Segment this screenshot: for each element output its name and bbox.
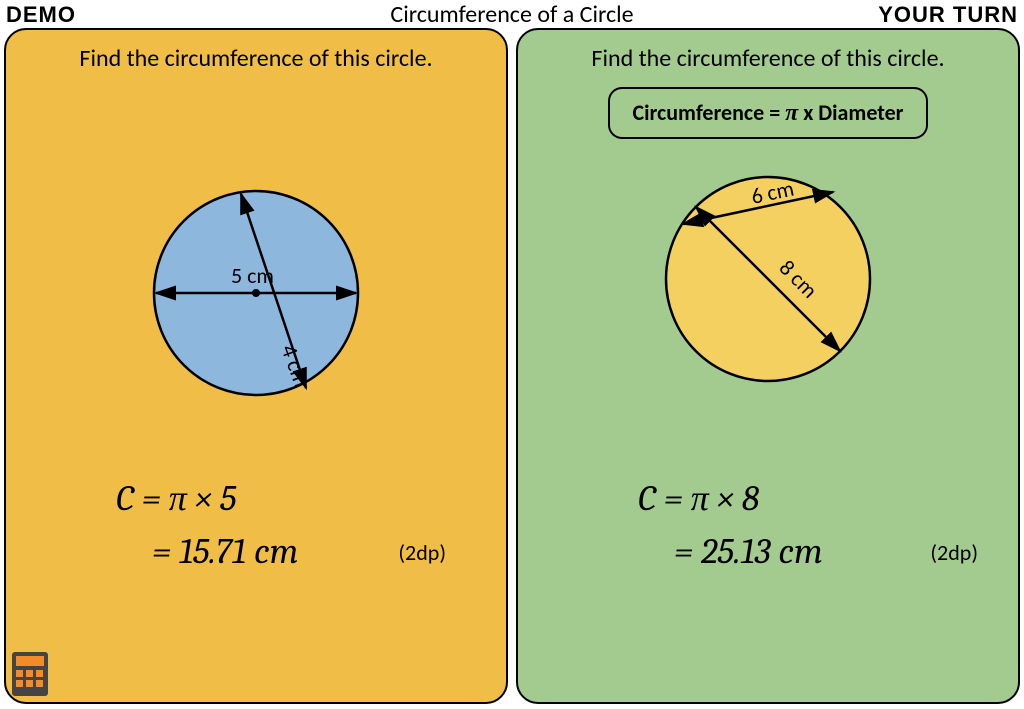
yourturn-eq-line1: C = π × 8 xyxy=(638,477,823,519)
formula-suffix: x Diameter xyxy=(798,99,903,126)
calculator-icon xyxy=(10,650,50,698)
header-bar: DEMO Circumference of a Circle YOUR TURN xyxy=(0,0,1024,28)
formula-box: Circumference = π x Diameter xyxy=(608,87,927,139)
demo-circle-diagram: 5 cm 4 cm xyxy=(146,183,366,403)
demo-diameter-label: 5 cm xyxy=(231,262,274,289)
demo-instruction: Find the circumference of this circle. xyxy=(6,44,506,73)
yourturn-eq-line2: = 25.13 cm xyxy=(638,531,823,572)
yourturn-circle-diagram: 6 cm 8 cm xyxy=(658,169,878,389)
yourturn-panel: Find the circumference of this circle. C… xyxy=(516,28,1020,704)
page-title: Circumference of a Circle xyxy=(390,0,633,29)
demo-dp-note: (2dp) xyxy=(398,539,446,566)
panels-row: Find the circumference of this circle. xyxy=(0,28,1024,704)
formula-pi: π xyxy=(785,100,798,126)
header-yourturn-label: YOUR TURN xyxy=(878,2,1018,28)
demo-equation: C = π × 5 = 15.71 cm xyxy=(116,477,298,572)
header-demo-label: DEMO xyxy=(6,2,76,28)
demo-panel: Find the circumference of this circle. xyxy=(4,28,508,704)
formula-prefix: Circumference = xyxy=(632,99,785,126)
yourturn-instruction: Find the circumference of this circle. xyxy=(518,44,1018,73)
demo-eq-line2: = 15.71 cm xyxy=(116,531,298,572)
demo-eq-line1: C = π × 5 xyxy=(116,477,298,519)
yourturn-dp-note: (2dp) xyxy=(930,539,978,566)
yourturn-equation: C = π × 8 = 25.13 cm xyxy=(638,477,823,572)
